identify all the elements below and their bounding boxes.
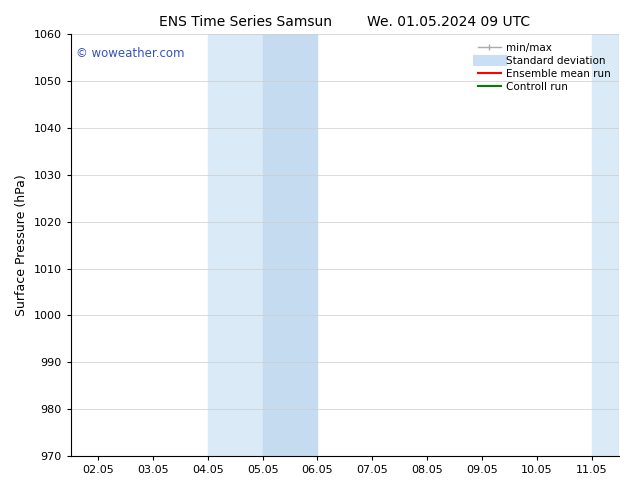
Y-axis label: Surface Pressure (hPa): Surface Pressure (hPa) (15, 174, 28, 316)
Bar (619, 34, 634, 456)
Title: ENS Time Series Samsun        We. 01.05.2024 09 UTC: ENS Time Series Samsun We. 01.05.2024 09… (159, 15, 531, 29)
Bar (592, 34, 619, 456)
Bar (208, 34, 262, 456)
Legend: min/max, Standard deviation, Ensemble mean run, Controll run: min/max, Standard deviation, Ensemble me… (475, 40, 614, 95)
Text: © woweather.com: © woweather.com (76, 47, 184, 60)
Bar (262, 34, 318, 456)
